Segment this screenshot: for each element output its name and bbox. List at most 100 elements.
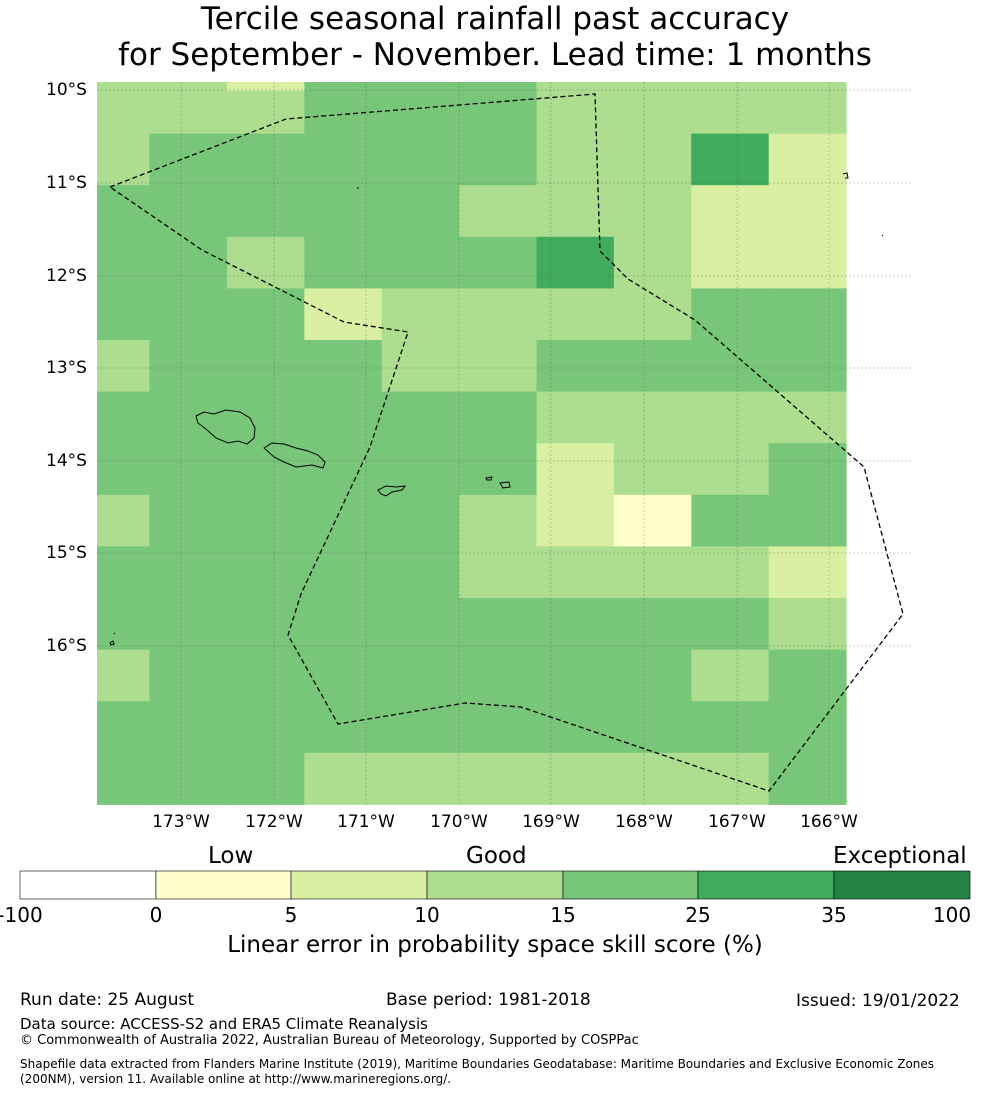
- tau-island: [499, 481, 511, 489]
- grid-cell: [226, 546, 305, 599]
- grid-cell: [459, 598, 537, 651]
- grid-cell: [149, 288, 228, 341]
- grid-cell: [613, 236, 692, 289]
- grid-cell: [381, 288, 460, 341]
- grid-cell: [149, 185, 228, 238]
- tutuila-island: [377, 485, 407, 497]
- grid-cell: [536, 752, 615, 805]
- grid-cell: [381, 649, 460, 702]
- grid-cell: [459, 391, 537, 444]
- grid-cell: [459, 340, 537, 393]
- grid-cell: [768, 752, 847, 805]
- grid-cell: [536, 82, 615, 135]
- colorbar-box: [562, 870, 699, 900]
- colorbar-box: [155, 870, 292, 900]
- grid-cell: [613, 391, 692, 444]
- grid-cell: [226, 288, 305, 341]
- colorbar-tick: 35: [821, 903, 847, 927]
- grid-cell: [613, 340, 692, 393]
- grid-cell: [691, 133, 770, 186]
- grid-cell: [149, 82, 228, 135]
- colorbar-tick: 5: [284, 903, 298, 927]
- grid-cell: [613, 133, 692, 186]
- lat-label: 12°S: [46, 266, 87, 286]
- grid-cell: [381, 443, 460, 496]
- grid-cell: [691, 288, 770, 341]
- colorbar-box: [426, 870, 564, 900]
- run-date: Run date: 25 August: [20, 990, 194, 1010]
- grid-cell: [226, 443, 305, 496]
- grid-cell: [97, 598, 150, 651]
- grid-cell: [304, 598, 383, 651]
- colorbar-category-good: Good: [466, 843, 527, 869]
- ofu-island: [485, 476, 493, 481]
- shapefile-line-2: (200NM), version 11. Available online at…: [20, 1072, 452, 1086]
- base-period: Base period: 1981-2018: [386, 990, 591, 1010]
- map-gridlines: [97, 82, 913, 804]
- grid-cell: [459, 546, 537, 599]
- colorbar-category-low: Low: [208, 843, 254, 869]
- grid-cell: [459, 752, 537, 805]
- grid-cell: [381, 133, 460, 186]
- grid-cell: [304, 185, 383, 238]
- grid-cell: [768, 236, 847, 289]
- grid-cell: [97, 236, 150, 289]
- grid-cell: [97, 649, 150, 702]
- shapefile-line-1: Shapefile data extracted from Flanders M…: [20, 1057, 935, 1071]
- lon-label: 172°W: [245, 812, 303, 832]
- grid-cell: [768, 598, 847, 651]
- grid-cell: [97, 82, 150, 135]
- grid-cell: [459, 494, 537, 547]
- grid-cell: [381, 340, 460, 393]
- grid-cell: [691, 598, 770, 651]
- grid-cell: [613, 752, 692, 805]
- copyright: © Commonwealth of Australia 2022, Austra…: [20, 1033, 639, 1048]
- grid-cell: [691, 391, 770, 444]
- savaii-island: [195, 409, 256, 445]
- grid-cell: [226, 752, 305, 805]
- grid-cell: [304, 340, 383, 393]
- lat-label: 11°S: [46, 173, 87, 193]
- grid-cell: [691, 649, 770, 702]
- grid-cell: [536, 494, 614, 547]
- islands: [109, 172, 884, 646]
- grid-cell: [536, 391, 615, 444]
- grid-cell: [97, 494, 150, 547]
- grid-cell: [613, 701, 692, 754]
- grid-cell: [381, 701, 460, 754]
- grid-cell: [304, 236, 383, 289]
- grid-cell: [459, 649, 537, 702]
- grid-cell: [149, 546, 228, 599]
- grid-cell: [381, 546, 460, 599]
- colorbar-tick: 25: [685, 903, 711, 927]
- grid-cell: [536, 443, 615, 496]
- lat-label: 14°S: [46, 451, 87, 471]
- grid-cell: [691, 185, 770, 238]
- grid-cell: [768, 546, 847, 599]
- grid-cell: [768, 133, 847, 186]
- grid-cell: [691, 443, 770, 496]
- data-source: Data source: ACCESS-S2 and ERA5 Climate …: [20, 1015, 428, 1033]
- grid-cell: [768, 494, 847, 547]
- grid-cell: [536, 649, 615, 702]
- lon-label: 169°W: [522, 812, 580, 832]
- grid-cell: [613, 288, 692, 341]
- grid-cell: [459, 443, 537, 496]
- grid-cell: [149, 443, 228, 496]
- upolu-island: [263, 442, 326, 469]
- grid-cell: [381, 185, 460, 238]
- grid-cell: [613, 494, 692, 547]
- grid-cell: [691, 494, 770, 547]
- grid-cell: [304, 133, 383, 186]
- islet-east-a: [842, 172, 849, 179]
- grid-cell: [536, 546, 615, 599]
- lat-label: 10°S: [46, 80, 87, 100]
- grid-cell: [381, 236, 460, 289]
- grid-cell: [381, 494, 460, 547]
- grid-cell: [536, 288, 615, 341]
- grid-cell: [613, 185, 692, 238]
- grid-cell: [304, 391, 383, 444]
- grid-cell: [459, 701, 537, 754]
- issued-date: Issued: 19/01/2022: [796, 991, 960, 1011]
- grid-cell: [97, 752, 150, 805]
